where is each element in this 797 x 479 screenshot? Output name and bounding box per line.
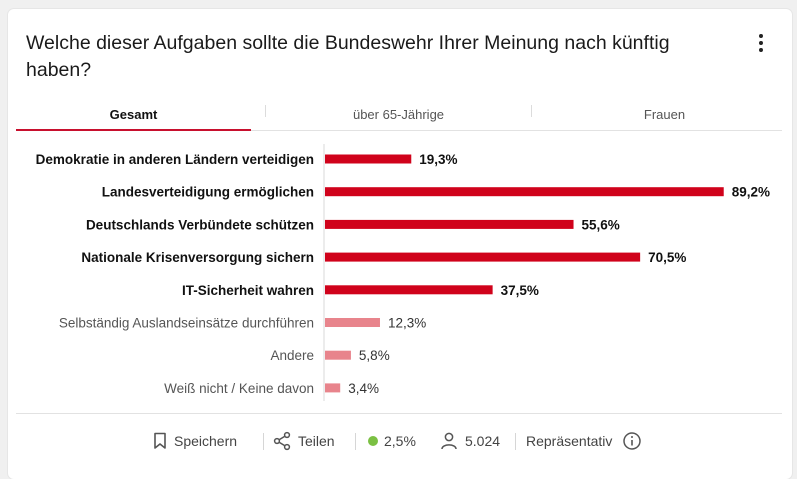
- value-label: 12,3%: [388, 316, 426, 331]
- error-margin-value: 2,5%: [384, 433, 416, 449]
- value-label: 55,6%: [582, 217, 620, 232]
- respondents-count: 5.024: [465, 433, 501, 449]
- category-label: Nationale Krisenversorgung sichern: [81, 250, 314, 265]
- representative-info[interactable]: Repräsentativ: [526, 430, 642, 452]
- footer-divider: [355, 433, 356, 450]
- error-margin-dot-icon: [368, 436, 378, 446]
- category-label: IT-Sicherheit wahren: [182, 283, 314, 298]
- value-label: 19,3%: [419, 152, 457, 167]
- bar: [325, 383, 341, 393]
- category-label: Landesverteidigung ermöglichen: [102, 185, 314, 200]
- category-label: Weiß nicht / Keine davon: [164, 381, 314, 396]
- value-label: 3,4%: [348, 381, 379, 396]
- tab-divider: [531, 105, 532, 117]
- error-margin-indicator: 2,5%: [368, 430, 416, 452]
- bar: [325, 318, 380, 327]
- share-button[interactable]: Teilen: [272, 430, 335, 452]
- bar: [325, 350, 351, 360]
- representative-label: Repräsentativ: [526, 433, 613, 449]
- value-label: 37,5%: [501, 283, 539, 298]
- footer-divider: [263, 433, 264, 450]
- tab-frauen[interactable]: Frauen: [643, 107, 686, 122]
- category-label: Selbständig Auslandseinsätze durchführen: [59, 316, 314, 331]
- share-label: Teilen: [298, 433, 335, 449]
- poll-card: Welche dieser Aufgaben sollte die Bundes…: [8, 9, 792, 479]
- category-label: Demokratie in anderen Ländern verteidige…: [36, 152, 314, 167]
- bar: [325, 252, 641, 262]
- category-label: Deutschlands Verbündete schützen: [86, 217, 314, 232]
- tab-ueber-65[interactable]: über 65-Jährige: [352, 107, 445, 122]
- bar: [325, 154, 412, 164]
- footer-divider: [515, 433, 516, 450]
- value-label: 5,8%: [359, 348, 390, 363]
- share-icon: [273, 431, 291, 451]
- person-icon: [441, 432, 457, 450]
- bookmark-icon: [154, 432, 166, 449]
- bar-chart: Demokratie in anderen Ländern verteidige…: [36, 144, 770, 401]
- kebab-menu-icon[interactable]: [749, 31, 773, 55]
- value-label: 70,5%: [648, 250, 686, 265]
- poll-footer: Speichern Teilen 2,5% 5.024: [16, 413, 782, 465]
- bar: [325, 187, 724, 197]
- poll-question-title: Welche dieser Aufgaben sollte die Bundes…: [26, 32, 670, 81]
- value-label: 89,2%: [732, 185, 770, 200]
- category-label: Andere: [270, 348, 314, 363]
- bar: [325, 219, 574, 229]
- info-icon: [623, 432, 642, 450]
- tab-gesamt[interactable]: Gesamt: [16, 101, 251, 131]
- respondents-indicator: 5.024: [439, 430, 500, 452]
- tab-divider: [265, 105, 266, 117]
- tab-bar: Gesamt über 65-Jährige Frauen: [16, 101, 782, 131]
- save-label: Speichern: [174, 433, 238, 449]
- save-button[interactable]: Speichern: [152, 430, 237, 452]
- bar: [325, 285, 493, 295]
